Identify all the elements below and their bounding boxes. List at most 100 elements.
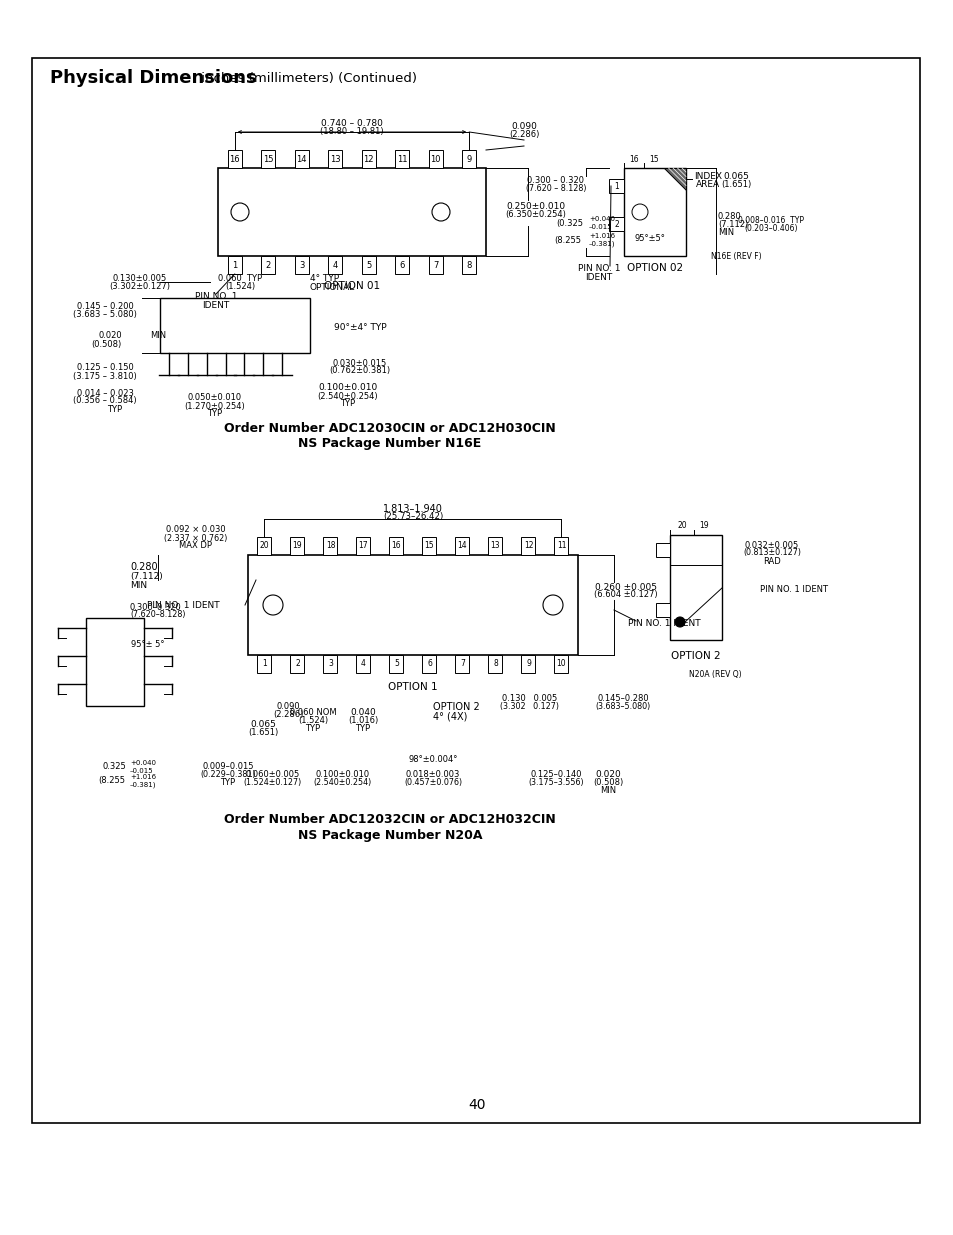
Text: MIN: MIN (718, 227, 734, 236)
Text: 8: 8 (493, 659, 497, 668)
Text: 3: 3 (328, 659, 333, 668)
Text: 0.280: 0.280 (130, 562, 157, 572)
Circle shape (231, 203, 249, 221)
Bar (455, 537, 469, 555)
Text: 0.060 NOM: 0.060 NOM (290, 709, 336, 718)
Text: 9: 9 (525, 659, 531, 668)
Bar (294, 149, 309, 168)
Text: 1.813–1.940: 1.813–1.940 (383, 504, 442, 514)
Text: IDENT: IDENT (202, 300, 230, 310)
Text: (6.604 ±0.127): (6.604 ±0.127) (594, 590, 658, 599)
Text: (7.620 – 8.128): (7.620 – 8.128) (525, 184, 586, 193)
Text: (0.325: (0.325 (556, 219, 582, 227)
Text: 0.018±0.003: 0.018±0.003 (405, 771, 459, 779)
Text: (0.762±0.381): (0.762±0.381) (329, 367, 390, 375)
Bar (356, 537, 370, 555)
Text: 2: 2 (265, 261, 271, 269)
Bar (291, 537, 304, 555)
Text: (1.524±0.127): (1.524±0.127) (244, 778, 302, 788)
Text: AREA: AREA (695, 179, 720, 189)
Text: 16: 16 (230, 154, 240, 163)
Text: 4° TYP: 4° TYP (310, 273, 338, 283)
Text: TYP: TYP (220, 778, 235, 788)
Text: MIN: MIN (130, 580, 147, 589)
Text: (7.112): (7.112) (130, 572, 163, 580)
Bar (656, 603, 669, 618)
Bar (455, 655, 469, 673)
Text: PIN NO. 1 IDENT: PIN NO. 1 IDENT (627, 619, 700, 627)
Bar (669, 535, 721, 640)
Bar (521, 655, 535, 673)
Bar (521, 537, 535, 555)
Text: OPTION 2: OPTION 2 (671, 651, 720, 661)
Bar (389, 537, 403, 555)
Text: TYP: TYP (355, 725, 370, 734)
Text: 40: 40 (468, 1098, 485, 1112)
Bar (294, 256, 309, 274)
Bar (257, 655, 272, 673)
Text: 0.014 – 0.023: 0.014 – 0.023 (76, 389, 133, 398)
Bar (356, 655, 370, 673)
Text: (0.508): (0.508) (91, 340, 122, 348)
Text: 0.065: 0.065 (250, 720, 275, 730)
Text: 0.050±0.010: 0.050±0.010 (188, 394, 242, 403)
Text: 90°±4° TYP: 90°±4° TYP (334, 324, 386, 332)
Text: 15: 15 (263, 154, 274, 163)
Text: –0.015: –0.015 (130, 768, 153, 774)
Text: OPTION 1: OPTION 1 (388, 682, 437, 692)
Text: 2: 2 (294, 659, 299, 668)
Bar (422, 537, 436, 555)
Text: –0.381): –0.381) (130, 782, 156, 788)
Text: (0.457±0.076): (0.457±0.076) (403, 778, 461, 788)
Text: 0.092 × 0.030: 0.092 × 0.030 (166, 526, 226, 535)
Bar (361, 149, 375, 168)
Text: (8.255: (8.255 (554, 236, 580, 245)
Text: 4° (4X): 4° (4X) (433, 713, 467, 722)
Text: (1.016): (1.016) (348, 716, 377, 725)
Text: 16: 16 (629, 154, 639, 163)
Bar (389, 655, 403, 673)
Text: (3.175–3.556): (3.175–3.556) (528, 778, 583, 788)
Text: 0.740 – 0.780: 0.740 – 0.780 (321, 119, 382, 127)
Text: +0.040: +0.040 (130, 760, 156, 766)
Text: PIN NO. 1: PIN NO. 1 (194, 291, 237, 300)
Text: (3.683–5.080): (3.683–5.080) (595, 703, 650, 711)
Text: 4: 4 (360, 659, 366, 668)
Text: 0.130±0.005: 0.130±0.005 (112, 273, 167, 283)
Bar (261, 149, 275, 168)
Text: 0.090: 0.090 (276, 703, 299, 711)
Bar (488, 655, 502, 673)
Text: 95°±5°: 95°±5° (634, 233, 665, 242)
Bar (428, 256, 442, 274)
Text: (1.651): (1.651) (720, 179, 750, 189)
Text: 0.145–0.280: 0.145–0.280 (597, 694, 648, 704)
Text: 18: 18 (325, 541, 335, 551)
Text: 1: 1 (232, 261, 237, 269)
Bar (323, 537, 337, 555)
Text: 6: 6 (399, 261, 404, 269)
Bar (328, 149, 342, 168)
Text: 0.008–0.016  TYP: 0.008–0.016 TYP (738, 215, 803, 225)
Text: 8: 8 (466, 261, 472, 269)
Text: 0.009–0.015: 0.009–0.015 (202, 762, 253, 772)
Text: 19: 19 (699, 521, 708, 531)
Text: 0.250±0.010: 0.250±0.010 (506, 201, 565, 210)
Text: PIN NO. 1 IDENT: PIN NO. 1 IDENT (147, 600, 220, 610)
Bar (361, 256, 375, 274)
Text: PIN NO. 1: PIN NO. 1 (578, 263, 619, 273)
Polygon shape (663, 168, 685, 190)
Text: 5: 5 (366, 261, 371, 269)
Text: OPTION 01: OPTION 01 (324, 282, 379, 291)
Text: 17: 17 (358, 541, 368, 551)
Text: 0.100±0.010: 0.100±0.010 (315, 771, 370, 779)
Text: (0.229–0.381): (0.229–0.381) (200, 771, 255, 779)
Bar (554, 537, 568, 555)
Text: 10: 10 (430, 154, 440, 163)
Text: +1.016: +1.016 (588, 233, 615, 240)
Text: 1: 1 (262, 659, 267, 668)
Text: 7: 7 (459, 659, 464, 668)
Text: (1.524): (1.524) (297, 716, 328, 725)
Circle shape (432, 203, 450, 221)
Bar (462, 256, 476, 274)
Bar (291, 655, 304, 673)
